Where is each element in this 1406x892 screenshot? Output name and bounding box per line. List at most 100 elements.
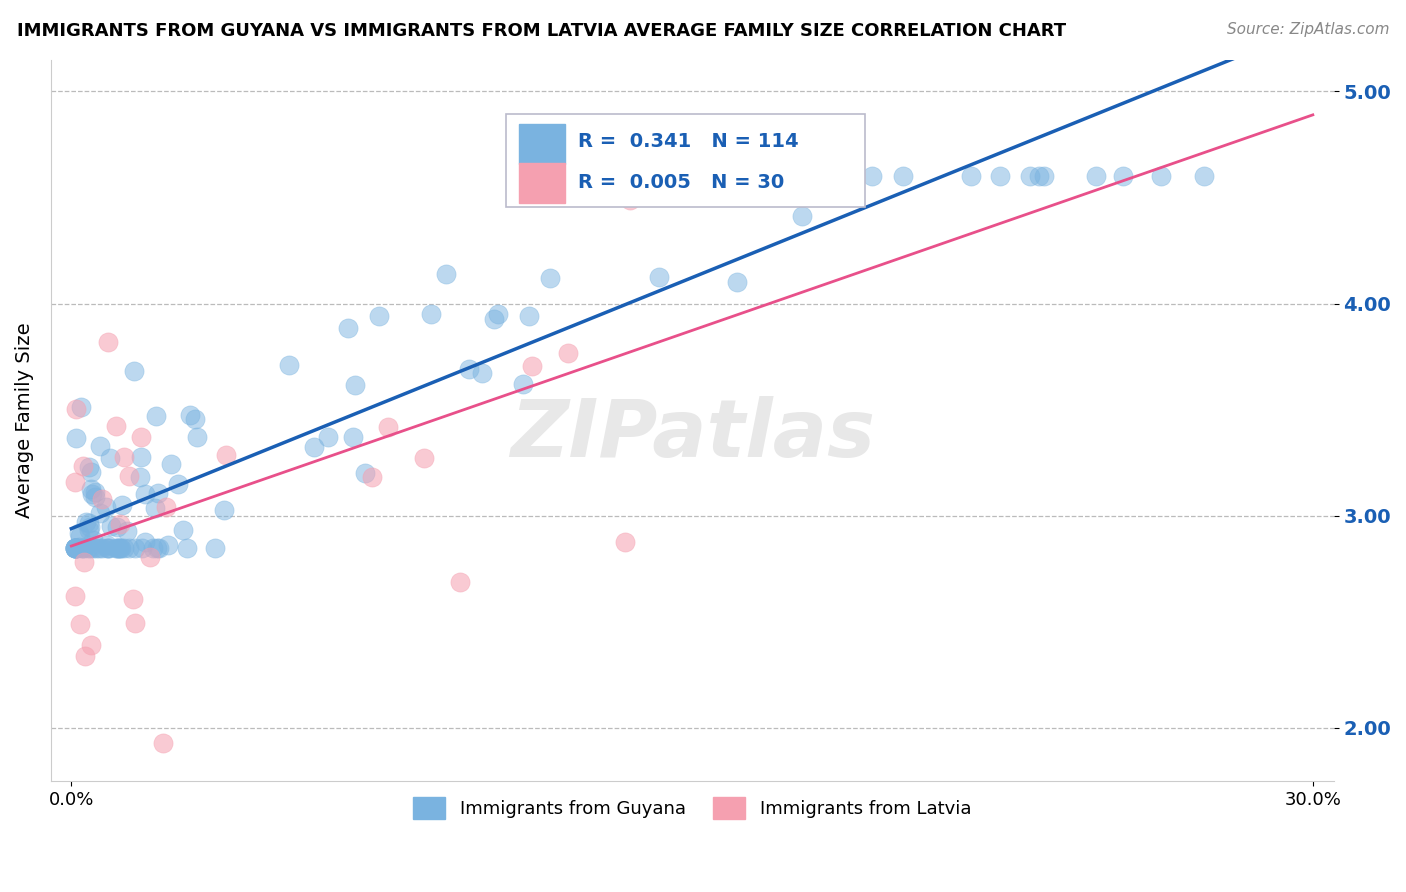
Text: R =  0.341   N = 114: R = 0.341 N = 114 (578, 132, 799, 151)
Point (65, 541, 87, 555)
Point (98, 541, 121, 555)
Point (204, 541, 226, 555)
Point (278, 358, 301, 372)
Point (110, 541, 132, 555)
Point (517, 309, 540, 323)
Point (77, 459, 100, 474)
Point (72, 555, 94, 569)
Point (89, 541, 111, 555)
Point (80, 482, 103, 496)
Point (65, 541, 87, 555)
Point (65, 475, 87, 490)
Point (160, 457, 183, 471)
Point (1150, 169, 1173, 184)
Point (131, 541, 153, 555)
Point (368, 309, 391, 323)
Point (449, 575, 471, 590)
Point (304, 440, 326, 454)
Point (110, 498, 132, 512)
Point (724, 169, 747, 184)
Point (79, 541, 101, 555)
Point (725, 275, 748, 289)
Point (122, 592, 145, 607)
Point (100, 519, 122, 533)
Point (112, 541, 135, 555)
Point (66, 541, 89, 555)
Point (1194, 169, 1216, 184)
Point (148, 541, 170, 555)
Point (80, 466, 103, 480)
Point (67, 540, 90, 554)
Point (69, 526, 91, 541)
Point (124, 541, 146, 555)
Point (959, 169, 981, 184)
Y-axis label: Average Family Size: Average Family Size (15, 323, 34, 518)
Point (84, 541, 107, 555)
Point (65, 541, 87, 555)
Point (96, 538, 118, 552)
Point (115, 524, 138, 539)
Point (342, 430, 364, 444)
Point (110, 541, 132, 555)
Point (65, 541, 87, 555)
Point (65, 541, 87, 555)
Point (77, 523, 100, 537)
Point (1019, 169, 1042, 184)
Point (90, 491, 112, 506)
Point (77, 541, 100, 555)
Point (97, 334, 120, 349)
Point (82, 541, 104, 555)
Point (65, 541, 87, 555)
Point (79, 520, 101, 534)
Point (1112, 169, 1135, 184)
Point (419, 307, 441, 321)
Point (134, 486, 156, 500)
Point (512, 376, 534, 391)
Point (94, 500, 117, 514)
Point (72, 459, 94, 474)
Point (96, 541, 118, 555)
Text: IMMIGRANTS FROM GUYANA VS IMMIGRANTS FROM LATVIA AVERAGE FAMILY SIZE CORRELATION: IMMIGRANTS FROM GUYANA VS IMMIGRANTS FRO… (17, 22, 1066, 40)
Point (565, 180, 588, 194)
Point (538, 271, 561, 285)
Text: ZIPatlas: ZIPatlas (509, 396, 875, 474)
Point (337, 321, 360, 335)
Point (108, 541, 131, 555)
Point (721, 169, 744, 184)
Point (65, 541, 87, 555)
Point (107, 541, 129, 555)
Point (988, 169, 1011, 184)
Text: Source: ZipAtlas.com: Source: ZipAtlas.com (1226, 22, 1389, 37)
FancyBboxPatch shape (519, 162, 565, 203)
Point (148, 486, 170, 500)
Point (122, 364, 145, 378)
Point (104, 541, 127, 555)
Legend: Immigrants from Guyana, Immigrants from Latvia: Immigrants from Guyana, Immigrants from … (406, 789, 979, 826)
Point (134, 535, 156, 549)
Point (118, 541, 141, 555)
Point (482, 312, 505, 326)
FancyBboxPatch shape (519, 124, 565, 164)
Point (212, 502, 235, 516)
Point (377, 420, 399, 434)
Point (69, 616, 91, 631)
Point (143, 500, 166, 515)
Point (89, 439, 111, 453)
Point (105, 541, 128, 555)
Point (172, 523, 194, 537)
Point (860, 169, 883, 184)
Point (891, 169, 914, 184)
Point (486, 307, 509, 321)
Point (124, 616, 146, 631)
Point (471, 367, 494, 381)
Point (79, 516, 101, 530)
Point (316, 430, 339, 444)
Point (1028, 169, 1050, 184)
Point (72, 541, 94, 555)
Point (343, 378, 366, 392)
Point (84, 490, 107, 504)
Point (73, 541, 96, 555)
Point (179, 408, 201, 422)
Point (69, 529, 91, 543)
Point (118, 469, 141, 483)
